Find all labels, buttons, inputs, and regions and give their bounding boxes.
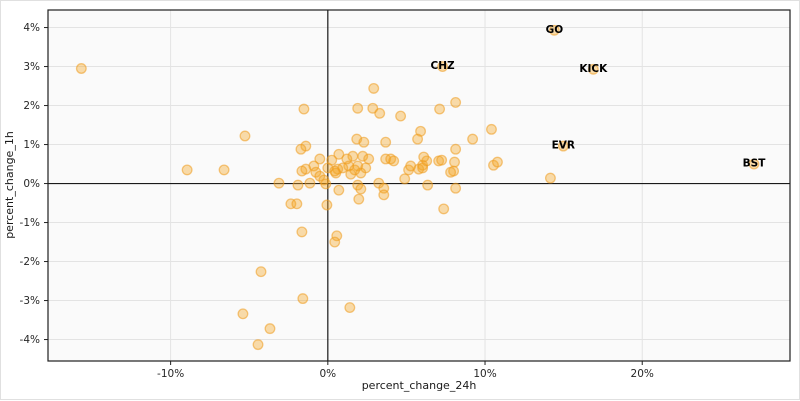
y-tick-label: -4% [20,334,40,346]
data-point [449,156,460,168]
data-point [255,266,267,278]
data-point [436,154,448,166]
data-point [445,166,457,178]
y-tick-label: 2% [23,100,40,112]
data-point [352,102,364,114]
data-point [486,123,497,135]
y-tick-label: -2% [20,256,40,268]
plot-area [48,10,790,361]
data-point [295,143,307,155]
y-axis-title: percent_change_1h [3,131,16,239]
data-point [417,162,429,174]
y-tick-label: -3% [20,295,40,307]
data-point [353,193,365,205]
data-point [329,236,341,248]
data-point [450,143,462,155]
data-point [75,63,87,74]
data-point [237,308,249,320]
data-point [349,164,361,176]
data-point [467,133,479,145]
data-point [297,293,309,305]
data-point [333,184,345,196]
data-point [304,177,316,189]
data-point [450,182,462,194]
data-point [437,61,449,73]
data-point [331,230,343,242]
data-point [450,96,462,108]
x-tick-label: 20% [631,368,654,380]
data-point [357,150,369,162]
data-point [292,179,304,191]
data-point [374,107,386,119]
data-point [310,166,322,178]
point-label: KICK [579,63,608,75]
data-point [544,172,556,184]
data-point [395,110,407,122]
point-label: CHZ [431,60,455,72]
data-point [587,63,599,75]
data-point [378,189,390,201]
data-point [368,82,380,94]
data-point [355,167,367,179]
y-tick-label: -1% [20,217,40,229]
data-point [296,226,308,238]
point-label: EVR [552,140,575,152]
data-point [380,136,392,148]
data-point [434,103,446,115]
data-point [298,103,310,115]
x-axis-title: percent_change_24h [362,379,477,392]
data-point [296,165,308,177]
y-tick-label: 3% [23,61,40,73]
point-label: BST [743,158,767,170]
data-point [748,158,760,170]
y-tick-label: 1% [23,139,40,151]
data-point [418,151,430,163]
data-point [557,140,569,152]
x-tick-label: 0% [319,368,336,380]
data-point [341,153,353,165]
data-point [252,339,264,351]
data-point [412,133,424,145]
data-point [491,156,503,168]
y-tick-label: 0% [23,178,40,190]
data-point [314,153,326,165]
data-point [438,203,450,215]
data-point [363,153,375,165]
data-point [273,177,285,189]
data-point [320,178,332,190]
data-point [218,164,230,176]
data-point [405,160,417,172]
data-point [388,155,400,167]
data-point [399,173,411,185]
data-point [358,136,370,148]
data-point [321,199,333,211]
data-point [239,130,251,142]
data-point [337,162,349,174]
data-point [264,323,276,335]
point-label: GO [546,24,564,36]
data-point [355,183,367,195]
data-point [291,198,303,210]
x-tick-label: -10% [157,368,184,380]
x-tick-label: 10% [473,368,496,380]
data-point [344,302,356,314]
data-point [548,24,560,36]
data-point [422,179,434,191]
data-point [333,148,345,160]
data-point [181,164,193,176]
plot-border [47,9,791,362]
data-point [326,154,338,166]
y-tick-label: 4% [23,22,40,34]
